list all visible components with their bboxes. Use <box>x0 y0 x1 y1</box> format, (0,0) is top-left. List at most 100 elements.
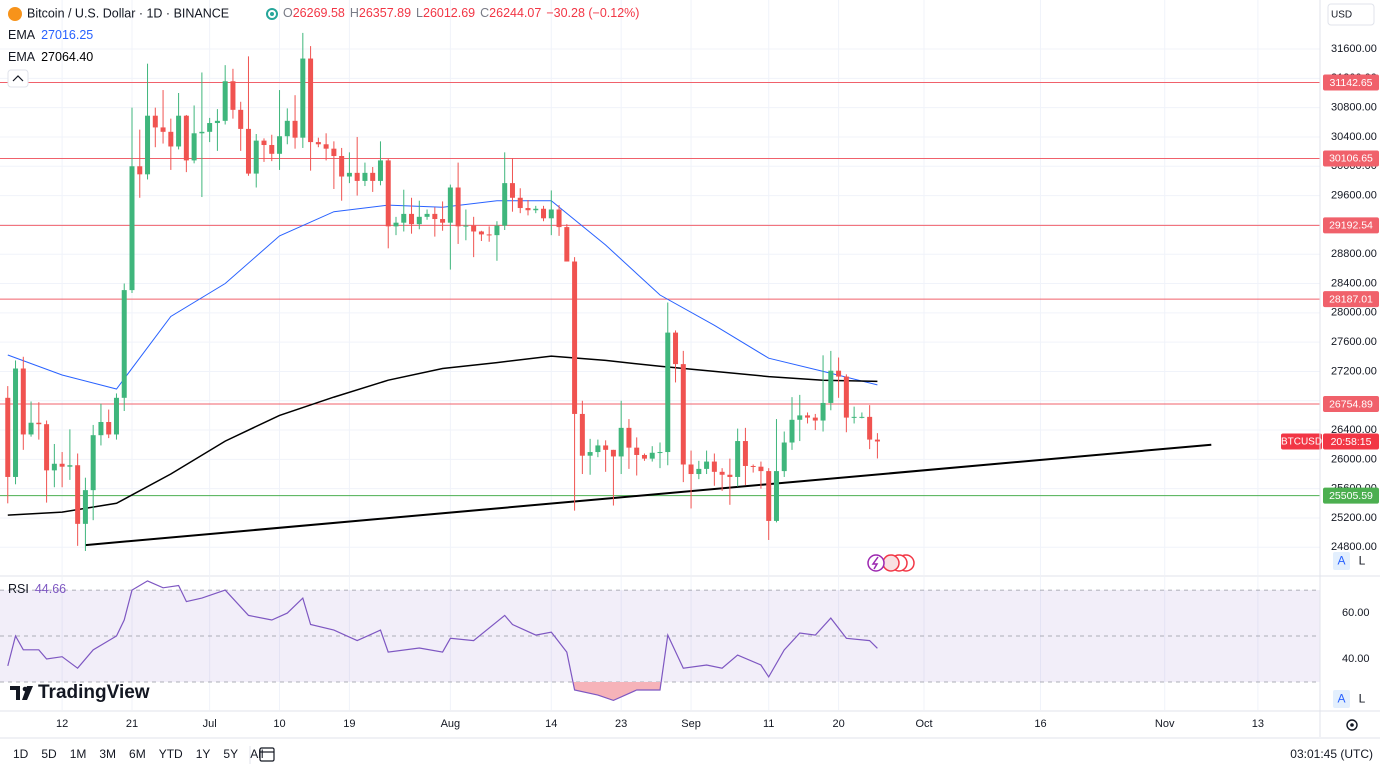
candle-body <box>564 227 570 262</box>
candle-body <box>455 187 461 227</box>
collapse-icon <box>12 75 24 82</box>
candle-body <box>269 145 275 154</box>
rsi-value: 44.66 <box>35 582 66 596</box>
range-button[interactable]: 1Y <box>196 747 211 761</box>
trendline <box>85 443 1212 547</box>
x-tick-label: 16 <box>1034 718 1046 730</box>
candle-body <box>253 140 259 174</box>
candle-body <box>758 466 764 472</box>
candle-body <box>471 225 477 232</box>
goto-date-button[interactable] <box>259 747 275 762</box>
level-label: 26754.89 <box>1329 398 1373 410</box>
rsi-name: RSI <box>8 582 29 596</box>
ema-legend[interactable]: EMA 27064.40 <box>8 50 93 64</box>
coin-icon <box>8 7 22 21</box>
candle-body <box>836 370 842 377</box>
logo-icon <box>10 686 33 700</box>
rsi-legend[interactable]: RSI 44.66 <box>8 582 66 596</box>
candle-body <box>750 465 756 467</box>
candle-body <box>222 81 228 121</box>
ema-value: 27016.25 <box>41 28 93 42</box>
candle-body <box>735 441 741 477</box>
candle-body <box>168 131 174 147</box>
ohlc-value: 26357.89 <box>359 6 411 20</box>
candle-body <box>308 58 314 143</box>
candle-body <box>626 427 632 448</box>
x-tick-label: Oct <box>915 718 932 730</box>
currency-button[interactable] <box>1327 3 1375 26</box>
candle-body <box>680 364 686 465</box>
candle-body <box>315 142 321 145</box>
range-button[interactable]: 5Y <box>223 747 238 761</box>
candle-body <box>207 123 213 132</box>
candle-body <box>533 208 539 211</box>
x-tick-label: Jul <box>203 718 217 730</box>
candle-body <box>595 445 601 453</box>
candle-body <box>572 261 578 414</box>
candle-body <box>346 172 352 177</box>
logo-text: TradingView <box>38 682 150 703</box>
candle-body <box>230 81 236 110</box>
y-tick-label: 28800.00 <box>1331 248 1377 260</box>
candle-body <box>797 415 803 420</box>
settings-button[interactable] <box>1346 719 1358 731</box>
ema-line <box>7 355 878 516</box>
candle-body <box>634 447 640 455</box>
candle-body <box>502 183 508 226</box>
candle-body <box>121 290 127 398</box>
range-button[interactable]: YTD <box>159 747 183 761</box>
level-label: 25505.59 <box>1329 490 1373 502</box>
log-scale-button[interactable]: L <box>1359 692 1366 706</box>
x-tick-label: 13 <box>1252 718 1264 730</box>
candle-body <box>517 197 523 209</box>
y-tick-label: 30800.00 <box>1331 102 1377 114</box>
candle-body <box>494 225 500 236</box>
candle-body <box>292 120 298 138</box>
candle-body <box>696 468 702 475</box>
candle-body <box>509 183 515 198</box>
event-icons[interactable] <box>867 554 915 572</box>
level-label-box <box>1323 396 1379 413</box>
candle-body <box>261 140 267 146</box>
x-tick-label: Aug <box>441 718 461 730</box>
candle-body <box>401 213 407 223</box>
y-tick-label: 29600.00 <box>1331 189 1377 201</box>
y-tick-label: 28400.00 <box>1331 277 1377 289</box>
candle-body <box>75 465 81 524</box>
range-button[interactable]: 1D <box>13 747 29 761</box>
candle-body <box>424 213 430 217</box>
candle-body <box>238 109 244 129</box>
auto-scale-button[interactable] <box>1333 690 1350 708</box>
range-button[interactable]: All <box>250 747 263 761</box>
candle-body <box>859 416 865 418</box>
level-label: 31142.65 <box>1329 77 1372 89</box>
candle-body <box>145 115 151 175</box>
collapse-button[interactable] <box>7 69 29 88</box>
ema-legend[interactable]: EMA 27016.25 <box>8 28 93 42</box>
rsi-line <box>7 580 878 702</box>
candle-body <box>641 454 647 459</box>
range-button[interactable]: 3M <box>99 747 116 761</box>
x-tick-label: Sep <box>681 718 701 730</box>
ohlc-label: L <box>416 6 423 20</box>
countdown-box <box>1323 433 1379 450</box>
candle-body <box>719 471 725 475</box>
candle-body <box>160 127 166 132</box>
range-button[interactable]: 6M <box>129 747 146 761</box>
ohlc-label: H <box>350 6 359 20</box>
candle-body <box>191 133 197 161</box>
candle-body <box>393 222 399 227</box>
candle-body <box>773 471 779 521</box>
candle-body <box>727 474 733 477</box>
candle-body <box>649 452 655 459</box>
candle-body <box>137 166 143 175</box>
candle-body <box>13 368 19 477</box>
range-button[interactable]: 5D <box>41 747 57 761</box>
range-button[interactable]: 1M <box>70 747 87 761</box>
log-scale-button[interactable]: L <box>1359 554 1366 568</box>
auto-scale-button[interactable] <box>1333 552 1350 570</box>
candle-body <box>548 209 554 219</box>
settings-dot <box>1350 723 1354 727</box>
